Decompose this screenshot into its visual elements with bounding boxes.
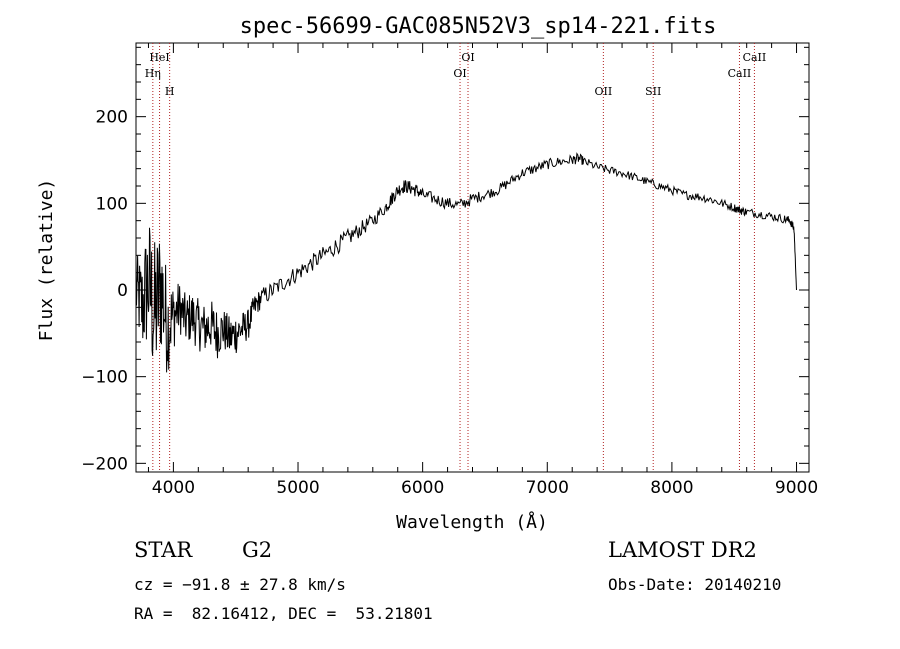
spectral-line-label: OI [453, 67, 466, 80]
spectral-line-label: CaII [743, 51, 767, 64]
y-tick-label: −100 [81, 368, 128, 388]
x-tick-label: 5000 [276, 478, 319, 498]
axis-ticks [136, 43, 809, 472]
x-tick-label: 6000 [401, 478, 444, 498]
observation-date: Obs-Date: 20140210 [608, 575, 782, 594]
spectral-line-label: Hη [145, 67, 161, 80]
object-class: STAR [134, 538, 193, 562]
y-tick-label: 100 [96, 194, 128, 214]
spectral-line-label: SII [645, 85, 661, 98]
y-axis-label: Flux (relative) [36, 179, 57, 342]
series-group [135, 152, 797, 373]
plot-frame [135, 42, 810, 473]
tick-labels: 4000 5000 6000 7000 8000 9000 −200 −100 0 100 200 [81, 108, 818, 498]
spectral-line-label: H [165, 85, 175, 98]
spectral-line-label: OII [595, 85, 613, 98]
x-tick-label: 7000 [526, 478, 569, 498]
y-tick-label: −200 [81, 454, 128, 474]
y-tick-label: 200 [96, 108, 128, 128]
chart-title: spec-56699-GAC085N52V3_sp14-221.fits [240, 14, 717, 39]
survey-name: LAMOST DR2 [608, 538, 757, 562]
spectral-lines: HeI Hη H OI OI OII SII CaII CaII [145, 43, 767, 472]
x-tick-label: 4000 [152, 478, 195, 498]
coordinates: RA = 82.16412, DEC = 53.21801 [134, 604, 433, 623]
spectral-line-label: HeI [149, 51, 169, 64]
x-tick-label: 9000 [775, 478, 818, 498]
spectrum-series-line [135, 152, 797, 373]
y-tick-label: 0 [117, 281, 128, 301]
redshift-cz: cz = −91.8 ± 27.8 km/s [134, 575, 346, 594]
spectral-line-label: CaII [728, 67, 752, 80]
x-tick-label: 8000 [650, 478, 693, 498]
object-subclass: G2 [242, 538, 273, 562]
spectral-line-label: OI [461, 51, 474, 64]
x-axis-label: Wavelength (Å) [396, 511, 548, 533]
